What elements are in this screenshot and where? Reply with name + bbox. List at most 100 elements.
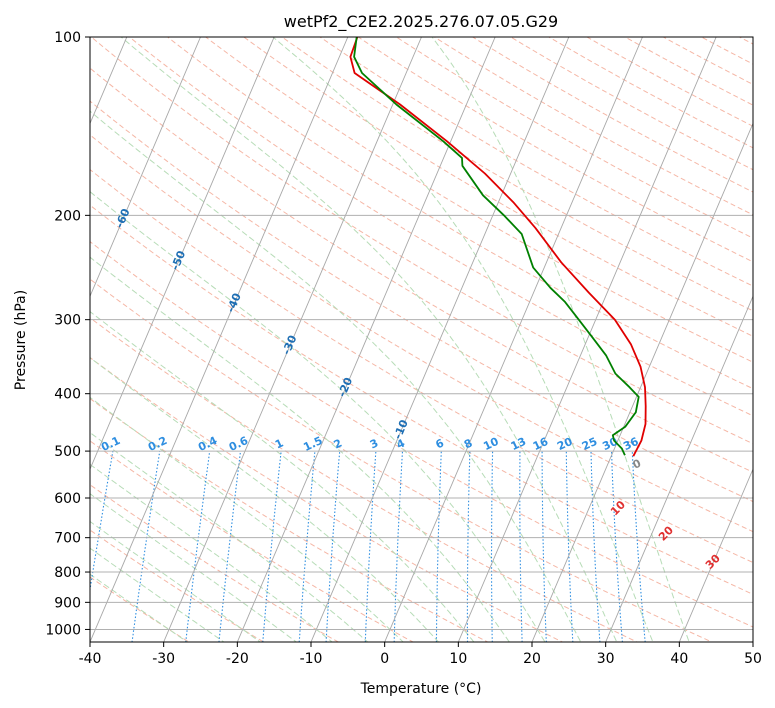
mixing-ratio-label: 30	[600, 435, 620, 453]
moist-adiabat-line	[90, 356, 440, 642]
dry-adiabat-line	[90, 37, 753, 445]
isotherm-label: -30	[280, 333, 300, 357]
dry-adiabat-line	[90, 317, 639, 642]
dry-adiabat-line	[357, 37, 753, 263]
chart-title: wetPf2_C2E2.2025.276.07.05.G29	[284, 12, 558, 32]
moist-adiabat-label: 10	[608, 498, 628, 518]
dry-adiabat-line	[204, 37, 753, 363]
isotherm-line	[384, 37, 643, 642]
line-labels: -100-90-80-70-60-50-40-30-20-100.10.20.4…	[57, 164, 769, 603]
dry-adiabat-line	[90, 67, 753, 473]
mixing-ratio-line	[541, 451, 547, 642]
isotherm-label: -60	[113, 206, 133, 230]
mixing-ratio-label: 6	[433, 436, 446, 451]
moist-adiabat-label: 20	[656, 523, 676, 543]
moist-adiabat-line	[90, 431, 369, 642]
temperature-line	[349, 37, 647, 457]
moist-adiabat-line	[272, 37, 654, 642]
isotherm-line	[752, 640, 753, 642]
dry-adiabat-line	[319, 37, 753, 287]
moist-adiabat-label: 30	[703, 552, 723, 572]
x-tick-label: 20	[523, 651, 541, 667]
isotherm-line	[90, 37, 201, 298]
dry-adiabat-line	[90, 278, 714, 642]
moist-adiabat-line	[90, 493, 298, 642]
x-tick-label: -30	[152, 651, 175, 667]
mixing-ratio-label: 16	[531, 435, 551, 453]
background-lines	[90, 27, 775, 654]
moist-adiabat-line	[90, 573, 189, 642]
mixing-ratio-line	[325, 451, 341, 642]
dry-adiabat-line	[90, 168, 753, 564]
mixing-ratio-line	[519, 451, 523, 642]
mixing-ratio-line	[262, 451, 282, 642]
x-tick-label: -20	[226, 651, 249, 667]
dry-adiabat-line	[90, 397, 489, 642]
mixing-ratio-label: 36	[621, 435, 641, 453]
axis-ticks: -40 -30 -20 -10 0 10 20 30 40 5010020030040050060…	[45, 30, 762, 667]
dry-adiabat-line	[128, 37, 753, 417]
dry-adiabat-line	[90, 484, 340, 642]
mixing-ratio-line	[393, 451, 404, 642]
dry-adiabat-line	[90, 529, 265, 642]
mixing-ratio-line	[631, 451, 646, 642]
isotherm-line	[163, 37, 422, 642]
y-tick-label: 800	[54, 565, 81, 581]
mixing-ratio-label: 3	[368, 437, 380, 452]
dry-adiabat-line	[624, 37, 753, 106]
mixing-ratio-line	[565, 451, 574, 642]
moist-adiabat-line	[90, 520, 262, 642]
y-tick-label: 1000	[45, 622, 81, 638]
mixing-ratio-label: 13	[509, 435, 528, 453]
mixing-ratio-line	[435, 451, 442, 642]
moist-adiabat-line	[90, 110, 582, 642]
y-tick-label: 200	[54, 208, 81, 224]
isotherm-line	[90, 37, 349, 642]
dry-adiabat-line	[90, 440, 415, 642]
y-axis-label: Pressure (hPa)	[13, 290, 29, 390]
dry-adiabat-line	[758, 27, 775, 654]
moist-adiabat-line	[90, 463, 333, 642]
x-tick-label: -10	[300, 651, 323, 667]
mixing-ratio-line	[364, 451, 377, 642]
mixing-ratio-label: 2	[332, 437, 344, 452]
x-axis-label: Temperature (°C)	[360, 681, 482, 697]
mixing-ratio-line	[218, 451, 242, 642]
isotherm-line	[310, 37, 570, 642]
moist-adiabat-label: 40	[749, 583, 769, 603]
isotherm-line	[678, 467, 753, 642]
isotherm-line	[457, 37, 717, 642]
dry-adiabat-line	[90, 576, 190, 642]
x-tick-label: 50	[744, 651, 762, 667]
profile-lines	[349, 37, 647, 457]
y-tick-label: 500	[54, 444, 81, 460]
isotherm-line	[605, 295, 753, 642]
x-tick-label: 0	[380, 651, 389, 667]
isotherm-line	[236, 37, 496, 642]
x-tick-label: -40	[79, 651, 102, 667]
y-tick-label: 400	[54, 387, 81, 403]
dry-adiabat-line	[90, 356, 564, 642]
mixing-ratio-label: 1	[273, 436, 285, 451]
dry-adiabat-line	[90, 100, 753, 503]
moist-adiabat-line	[90, 310, 475, 642]
mixing-ratio-line	[185, 451, 211, 642]
moist-adiabat-line	[90, 191, 546, 642]
mixing-ratio-line	[490, 451, 494, 642]
y-tick-label: 100	[54, 30, 81, 46]
isotherm-line	[531, 122, 753, 642]
moist-adiabat-line	[90, 396, 404, 642]
isotherm-label: -40	[224, 291, 244, 315]
plot-frame	[89, 36, 754, 643]
isotherm-label: -20	[335, 375, 355, 399]
x-tick-label: 30	[597, 651, 615, 667]
dry-adiabat-line	[281, 37, 753, 312]
isotherm-line	[90, 37, 275, 471]
mixing-ratio-line	[298, 451, 316, 642]
isotherm-label: -70	[57, 164, 77, 188]
moist-adiabat-line	[120, 37, 618, 642]
mixing-ratio-line	[90, 451, 114, 594]
dry-adiabat-line	[90, 240, 753, 628]
isotherm-label: -50	[168, 248, 188, 272]
dry-adiabat-line	[395, 37, 753, 239]
